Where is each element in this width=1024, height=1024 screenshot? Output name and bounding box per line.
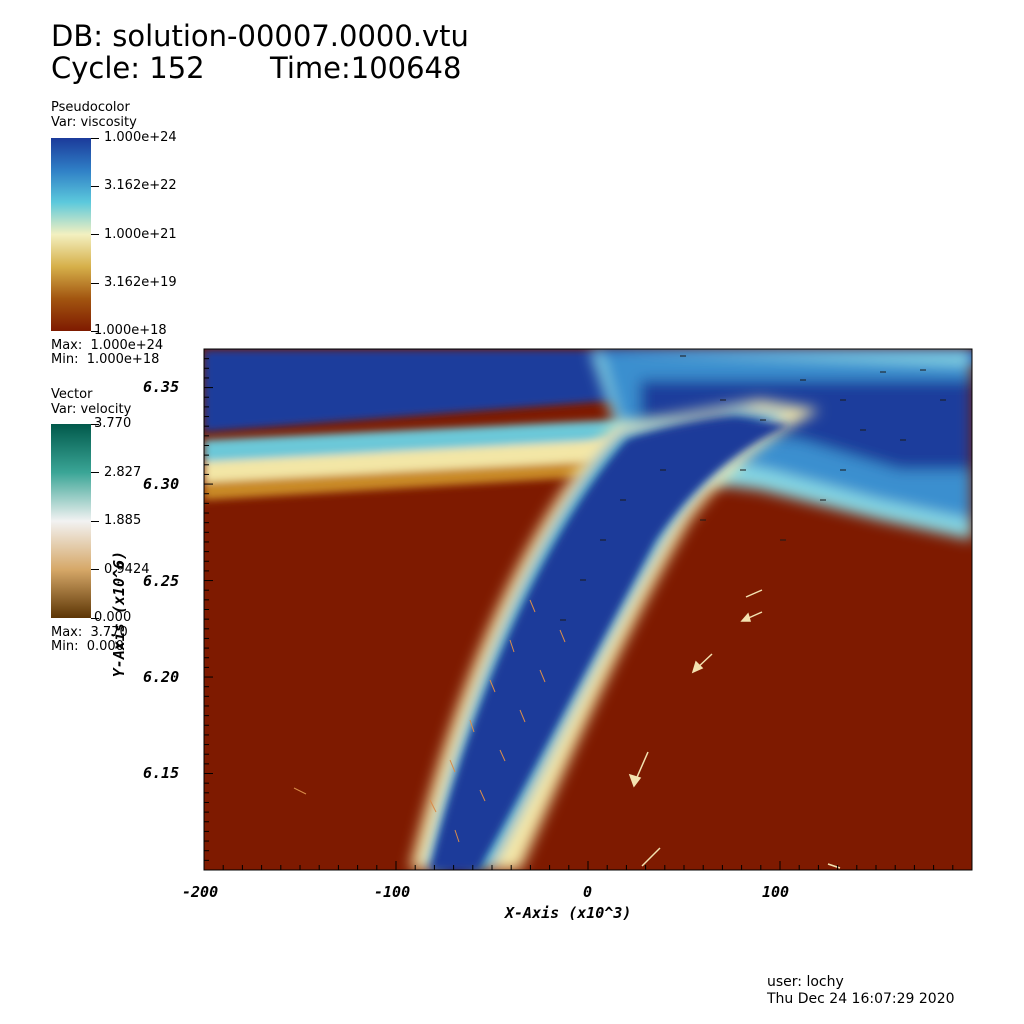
right-plate [590,350,972,540]
velocity-colorbar [51,424,91,618]
viscosity-tick-label: 3.162e+19 [104,275,177,290]
viscosity-tick-label: 3.162e+22 [104,178,177,193]
x-tick-label: 0 [583,883,593,901]
velocity-vectors [628,589,841,869]
velocity-colorbar-ticks [91,424,99,619]
viscosity-max-label: Max: 1.000e+24 [51,338,164,353]
y-tick-label: 6.15 [143,764,180,782]
y-tick-label: 6.30 [143,475,180,493]
velocity-tick-label: 2.827 [104,465,142,480]
y-axis-ticks [204,348,213,871]
y-tick-label: 6.20 [143,668,180,686]
x-tick-label: 100 [762,883,790,901]
timestamp-label: Thu Dec 24 16:07:29 2020 [767,991,955,1007]
velocity-tick-label: 1.885 [104,513,142,528]
viscosity-tick-label: 1.000e+24 [104,130,177,145]
database-title: DB: solution-00007.0000.vtu [51,19,469,53]
small-velocity-marks [560,355,946,621]
y-axis-title: Y-Axis (x10^6) [110,550,128,678]
x-axis-ticks [203,861,973,870]
vector-legend-title: Vector [51,387,93,402]
time-label: Time:100648 [270,51,462,85]
velocity-tick-label: 3.770 [94,416,132,431]
field-layer [204,349,972,870]
viscosity-tick-label: 1.000e+18 [94,323,167,338]
vector-var-label: Var: velocity [51,402,132,417]
viscosity-tick-label: 1.000e+21 [104,227,177,242]
slab-velocity-vectors [293,599,566,843]
x-tick-label: -100 [374,883,411,901]
y-tick-label: 6.25 [143,572,180,590]
x-axis-title: X-Axis (x10^3) [505,904,632,922]
cycle-label: Cycle: 152 [51,51,205,85]
velocity-tick-label: 0.9424 [104,562,150,577]
viscosity-colorbar [51,138,91,331]
velocity-min-label: Min: 0.000 [51,639,124,654]
slab-core [430,418,790,870]
velocity-tick-label: 0.000 [94,610,132,625]
pseudocolor-var-label: Var: viscosity [51,115,137,130]
viscosity-colorbar-ticks [91,138,99,332]
velocity-max-label: Max: 3.770 [51,625,128,640]
y-tick-label: 6.35 [143,378,180,396]
pseudocolor-legend-title: Pseudocolor [51,100,130,115]
x-tick-label: -200 [182,883,219,901]
viscosity-min-label: Min: 1.000e+18 [51,352,160,367]
user-label: user: lochy [767,974,844,990]
